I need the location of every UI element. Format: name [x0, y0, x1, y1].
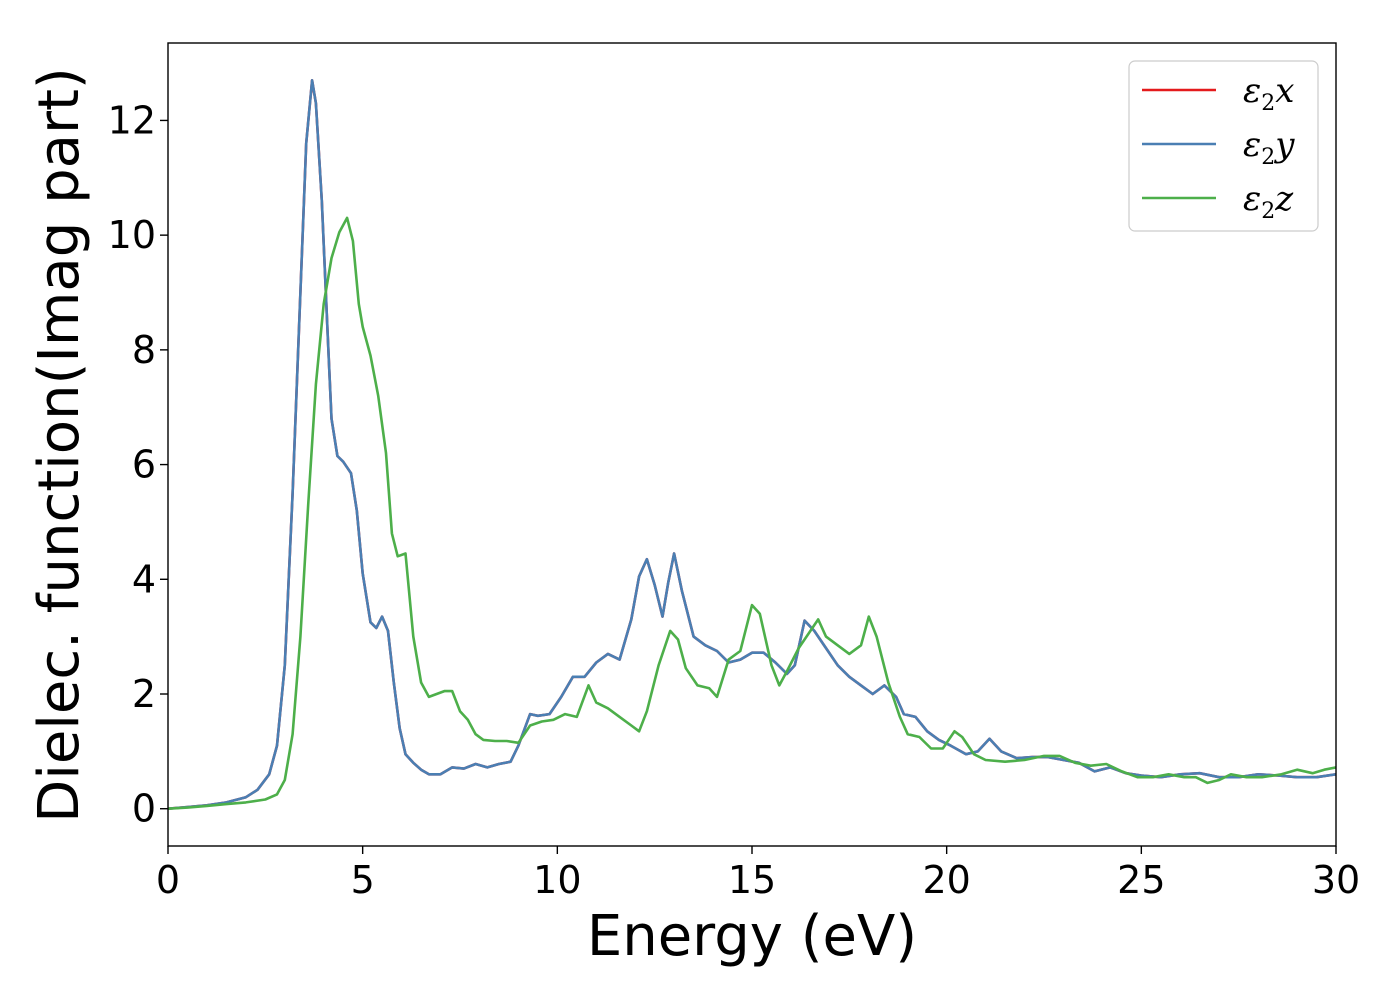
plot-area: [168, 79, 1336, 810]
y-tick-label: 8: [132, 328, 156, 372]
y-tick-label: 4: [132, 557, 156, 601]
series-line-z: [168, 216, 1336, 810]
legend: ε2x ε2y ε2z: [1128, 60, 1319, 232]
y-tick-label: 0: [132, 787, 156, 831]
x-tick-label: 25: [1117, 858, 1165, 902]
y-axis-label: Dielec. function(Imag part): [27, 67, 92, 823]
x-tick-label: 15: [728, 858, 776, 902]
x-tick-label: 30: [1312, 858, 1360, 902]
x-axis-label: Energy (eV): [587, 904, 917, 969]
legend-label-x: ε2x: [1243, 71, 1294, 116]
axis-ticks: 0 5 10 15 20 25 30 0 2 4 6 8 10 12: [108, 98, 1361, 902]
y-tick-label: 10: [108, 213, 156, 257]
y-tick-label: 12: [108, 98, 156, 142]
x-tick-label: 10: [533, 858, 581, 902]
legend-box: [1128, 60, 1319, 232]
y-tick-label: 6: [132, 443, 156, 487]
x-tick-label: 20: [922, 858, 970, 902]
legend-label-y: ε2y: [1243, 125, 1295, 170]
y-tick-label: 2: [132, 672, 156, 716]
x-tick-label: 5: [351, 858, 375, 902]
x-tick-label: 0: [156, 858, 180, 902]
series-line-y: [168, 79, 1336, 810]
legend-label-z: ε2z: [1243, 179, 1294, 224]
